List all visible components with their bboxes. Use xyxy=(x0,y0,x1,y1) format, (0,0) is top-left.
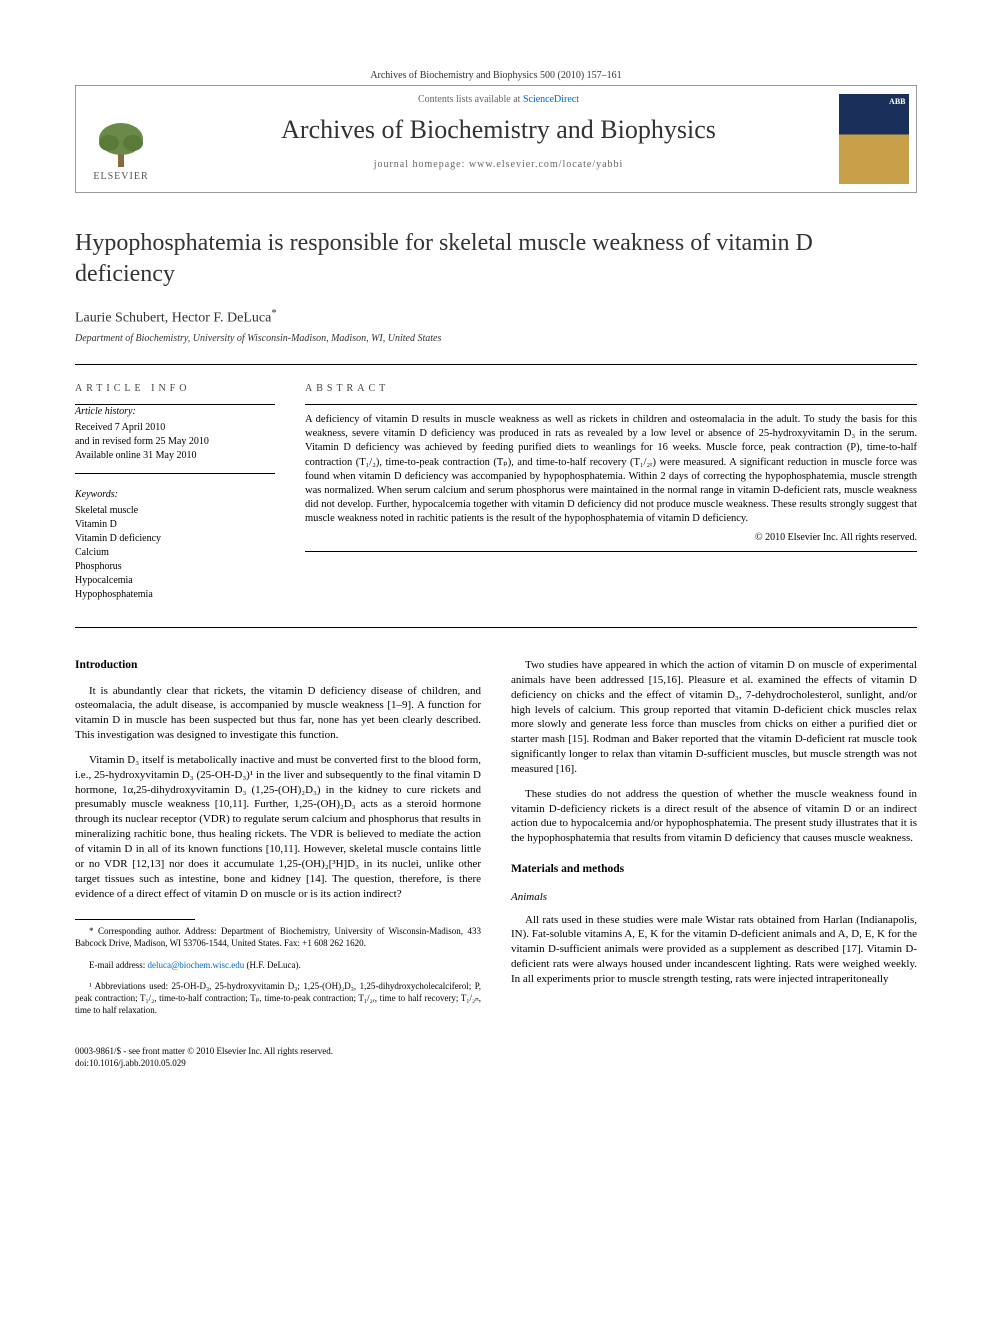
abstract-heading: ABSTRACT xyxy=(305,383,917,394)
intro-paragraph-1: It is abundantly clear that rickets, the… xyxy=(75,684,481,743)
abstract-divider xyxy=(305,404,917,405)
body-columns: Introduction It is abundantly clear that… xyxy=(75,658,917,1026)
intro-paragraph-2: Vitamin D₃ itself is metabolically inact… xyxy=(75,753,481,901)
email-address[interactable]: deluca@biochem.wisc.edu xyxy=(147,960,244,970)
footnote-corresponding: * Corresponding author. Address: Departm… xyxy=(75,926,481,949)
info-divider-2 xyxy=(75,473,275,474)
keyword-5: Hypocalcemia xyxy=(75,574,275,588)
keyword-3: Calcium xyxy=(75,546,275,560)
animals-paragraph-1: All rats used in these studies were male… xyxy=(511,913,917,987)
animals-subheading: Animals xyxy=(511,890,917,905)
introduction-heading: Introduction xyxy=(75,658,481,674)
affiliation: Department of Biochemistry, University o… xyxy=(75,333,917,344)
footer-line-1: 0003-9861/$ - see front matter © 2010 El… xyxy=(75,1046,917,1058)
homepage-prefix: journal homepage: xyxy=(374,159,469,170)
contents-line: Contents lists available at ScienceDirec… xyxy=(166,94,831,105)
abstract-divider-bottom xyxy=(305,551,917,552)
page-footer: 0003-9861/$ - see front matter © 2010 El… xyxy=(75,1046,917,1069)
footer-line-2: doi:10.1016/j.abb.2010.05.029 xyxy=(75,1058,917,1070)
email-label: E-mail address: xyxy=(89,960,147,970)
history-label: Article history: xyxy=(75,405,275,419)
abstract-block: ABSTRACT A deficiency of vitamin D resul… xyxy=(305,383,917,602)
col2-paragraph-2: These studies do not address the questio… xyxy=(511,787,917,846)
article-info-block: ARTICLE INFO Article history: Received 7… xyxy=(75,383,275,602)
history-line-2: Available online 31 May 2010 xyxy=(75,449,275,463)
contents-prefix: Contents lists available at xyxy=(418,94,523,105)
abstract-copyright: © 2010 Elsevier Inc. All rights reserved… xyxy=(305,532,917,543)
running-citation: Archives of Biochemistry and Biophysics … xyxy=(75,70,917,81)
journal-header-box: ELSEVIER Contents lists available at Sci… xyxy=(75,85,917,193)
column-left: Introduction It is abundantly clear that… xyxy=(75,658,481,1026)
methods-heading: Materials and methods xyxy=(511,862,917,878)
divider-mid xyxy=(75,627,917,628)
authors-text: Laurie Schubert, Hector F. DeLuca xyxy=(75,311,271,326)
keyword-6: Hypophosphatemia xyxy=(75,588,275,602)
divider-top xyxy=(75,364,917,365)
meta-row: ARTICLE INFO Article history: Received 7… xyxy=(75,383,917,602)
cover-thumb-cell: ABB xyxy=(831,86,916,192)
corresponding-marker: * xyxy=(271,308,276,319)
email-suffix: (H.F. DeLuca). xyxy=(244,960,301,970)
abstract-body: A deficiency of vitamin D results in mus… xyxy=(305,413,917,526)
keyword-2: Vitamin D deficiency xyxy=(75,532,275,546)
keyword-0: Skeletal muscle xyxy=(75,504,275,518)
keyword-4: Phosphorus xyxy=(75,560,275,574)
keyword-1: Vitamin D xyxy=(75,518,275,532)
publisher-logo-text: ELSEVIER xyxy=(93,171,148,182)
footnote-separator xyxy=(75,919,195,920)
footnote-abbreviations: ¹ Abbreviations used: 25-OH-D₃, 25-hydro… xyxy=(75,981,481,1016)
history-line-1: and in revised form 25 May 2010 xyxy=(75,435,275,449)
homepage-url: www.elsevier.com/locate/yabbi xyxy=(469,159,623,170)
footnote-email: E-mail address: deluca@biochem.wisc.edu … xyxy=(75,960,481,972)
journal-homepage: journal homepage: www.elsevier.com/locat… xyxy=(166,159,831,170)
header-center: Contents lists available at ScienceDirec… xyxy=(166,86,831,192)
article-info-heading: ARTICLE INFO xyxy=(75,383,275,394)
column-right: Two studies have appeared in which the a… xyxy=(511,658,917,1026)
col2-paragraph-1: Two studies have appeared in which the a… xyxy=(511,658,917,777)
article-title: Hypophosphatemia is responsible for skel… xyxy=(75,228,917,290)
publisher-logo-cell: ELSEVIER xyxy=(76,86,166,192)
journal-name: Archives of Biochemistry and Biophysics xyxy=(166,115,831,145)
author-line: Laurie Schubert, Hector F. DeLuca* xyxy=(75,308,917,327)
sciencedirect-link[interactable]: ScienceDirect xyxy=(523,94,579,105)
cover-label: ABB xyxy=(889,97,905,106)
history-line-0: Received 7 April 2010 xyxy=(75,421,275,435)
journal-cover-thumb xyxy=(839,94,909,184)
elsevier-tree-icon xyxy=(91,119,151,169)
keywords-label: Keywords: xyxy=(75,488,275,502)
